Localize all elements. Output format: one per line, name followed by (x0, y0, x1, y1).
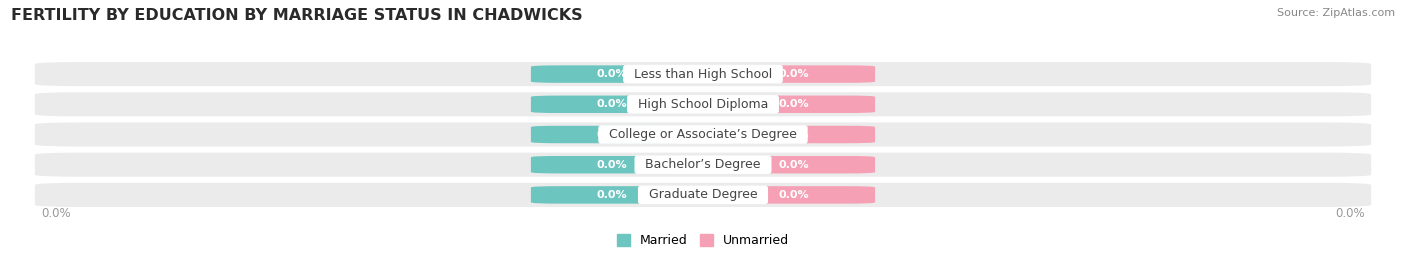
Text: 0.0%: 0.0% (596, 69, 627, 79)
Text: 0.0%: 0.0% (596, 190, 627, 200)
FancyBboxPatch shape (713, 126, 875, 143)
Text: 0.0%: 0.0% (779, 160, 810, 170)
Text: FERTILITY BY EDUCATION BY MARRIAGE STATUS IN CHADWICKS: FERTILITY BY EDUCATION BY MARRIAGE STATU… (11, 8, 583, 23)
FancyBboxPatch shape (35, 62, 1371, 86)
Text: 0.0%: 0.0% (596, 129, 627, 140)
Text: Bachelor’s Degree: Bachelor’s Degree (637, 158, 769, 171)
Text: Source: ZipAtlas.com: Source: ZipAtlas.com (1277, 8, 1395, 18)
FancyBboxPatch shape (713, 186, 875, 204)
Text: College or Associate’s Degree: College or Associate’s Degree (600, 128, 806, 141)
Text: 0.0%: 0.0% (779, 129, 810, 140)
Text: Less than High School: Less than High School (626, 68, 780, 81)
FancyBboxPatch shape (35, 92, 1371, 116)
FancyBboxPatch shape (531, 65, 693, 83)
FancyBboxPatch shape (35, 183, 1371, 207)
FancyBboxPatch shape (35, 122, 1371, 147)
FancyBboxPatch shape (713, 95, 875, 113)
FancyBboxPatch shape (531, 186, 693, 204)
Text: 0.0%: 0.0% (596, 160, 627, 170)
FancyBboxPatch shape (713, 65, 875, 83)
FancyBboxPatch shape (531, 126, 693, 143)
FancyBboxPatch shape (531, 156, 693, 174)
Text: 0.0%: 0.0% (1334, 207, 1364, 220)
Text: 0.0%: 0.0% (779, 190, 810, 200)
Text: 0.0%: 0.0% (779, 69, 810, 79)
Text: Graduate Degree: Graduate Degree (641, 188, 765, 201)
FancyBboxPatch shape (35, 153, 1371, 177)
Text: 0.0%: 0.0% (596, 99, 627, 109)
Text: 0.0%: 0.0% (42, 207, 72, 220)
Text: 0.0%: 0.0% (779, 99, 810, 109)
Text: High School Diploma: High School Diploma (630, 98, 776, 111)
FancyBboxPatch shape (713, 156, 875, 174)
FancyBboxPatch shape (531, 95, 693, 113)
Legend: Married, Unmarried: Married, Unmarried (612, 229, 794, 252)
